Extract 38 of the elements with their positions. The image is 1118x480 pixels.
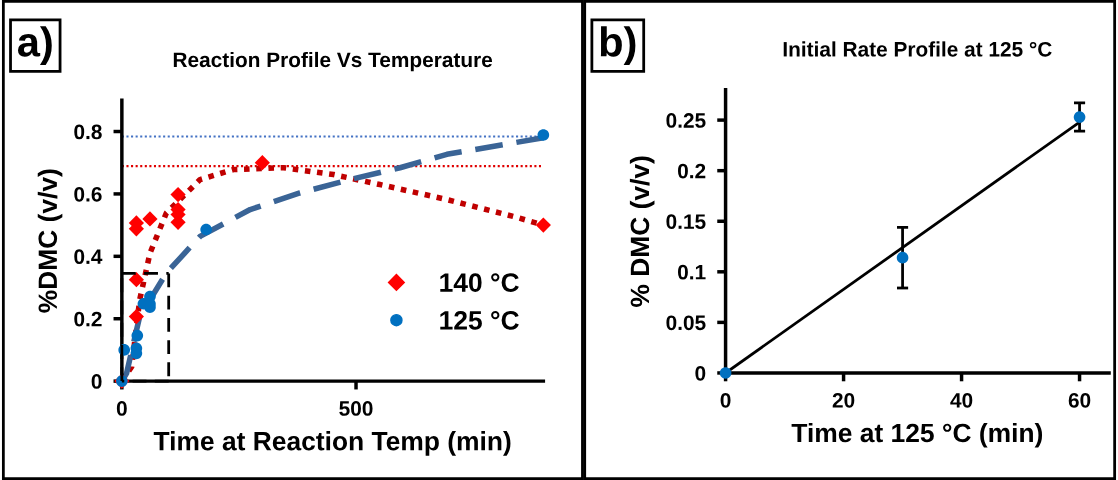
y-tick-label: 0.2: [74, 311, 102, 327]
x-tick-label: 0: [116, 401, 127, 416]
y-tick-label: 0: [695, 365, 706, 381]
point: [896, 251, 909, 264]
y-tick-label: 0.1: [678, 264, 706, 280]
y-axis-title: % DMC (v/v): [629, 156, 655, 307]
point: [128, 308, 144, 325]
x-axis-title: Time at Reaction Temp (min): [153, 431, 511, 456]
x-axis-title: Time at 125 °C (min): [791, 422, 1043, 448]
x-tick-label: 20: [832, 392, 855, 408]
y-axis-title: %DMC (v/v): [37, 169, 63, 313]
point: [537, 129, 550, 141]
point: [142, 211, 158, 227]
x-tick-label: 500: [339, 401, 373, 416]
point: [254, 155, 270, 171]
y-tick-label: 0.6: [74, 186, 102, 202]
y-tick-label: 0.05: [666, 315, 706, 331]
y-tick-label: 0.4: [74, 249, 103, 265]
x-tick-label: 60: [1068, 392, 1091, 408]
y-tick-label: 0.8: [74, 124, 102, 140]
y-tick-label: 0: [91, 374, 102, 389]
y-tick-label: 0.2: [678, 163, 706, 179]
text: b): [600, 26, 636, 66]
legend-label: 125 °C: [440, 311, 519, 330]
point: [128, 272, 144, 288]
point: [170, 186, 186, 203]
legend-label: 140 °C: [440, 273, 519, 292]
x-tick-label: 40: [950, 392, 973, 408]
point: [1073, 111, 1086, 123]
point: [131, 329, 144, 342]
chart-title: Reaction Profile Vs Temperature: [173, 51, 493, 72]
x-tick-label: 0: [720, 392, 731, 408]
text: a): [17, 26, 52, 66]
y-tick-label: 0.15: [666, 214, 706, 229]
point: [535, 217, 551, 233]
y-tick-label: 0.25: [666, 113, 706, 128]
chart-title: Initial Rate Profile at 125 °C: [783, 41, 1052, 57]
point: [200, 223, 212, 236]
